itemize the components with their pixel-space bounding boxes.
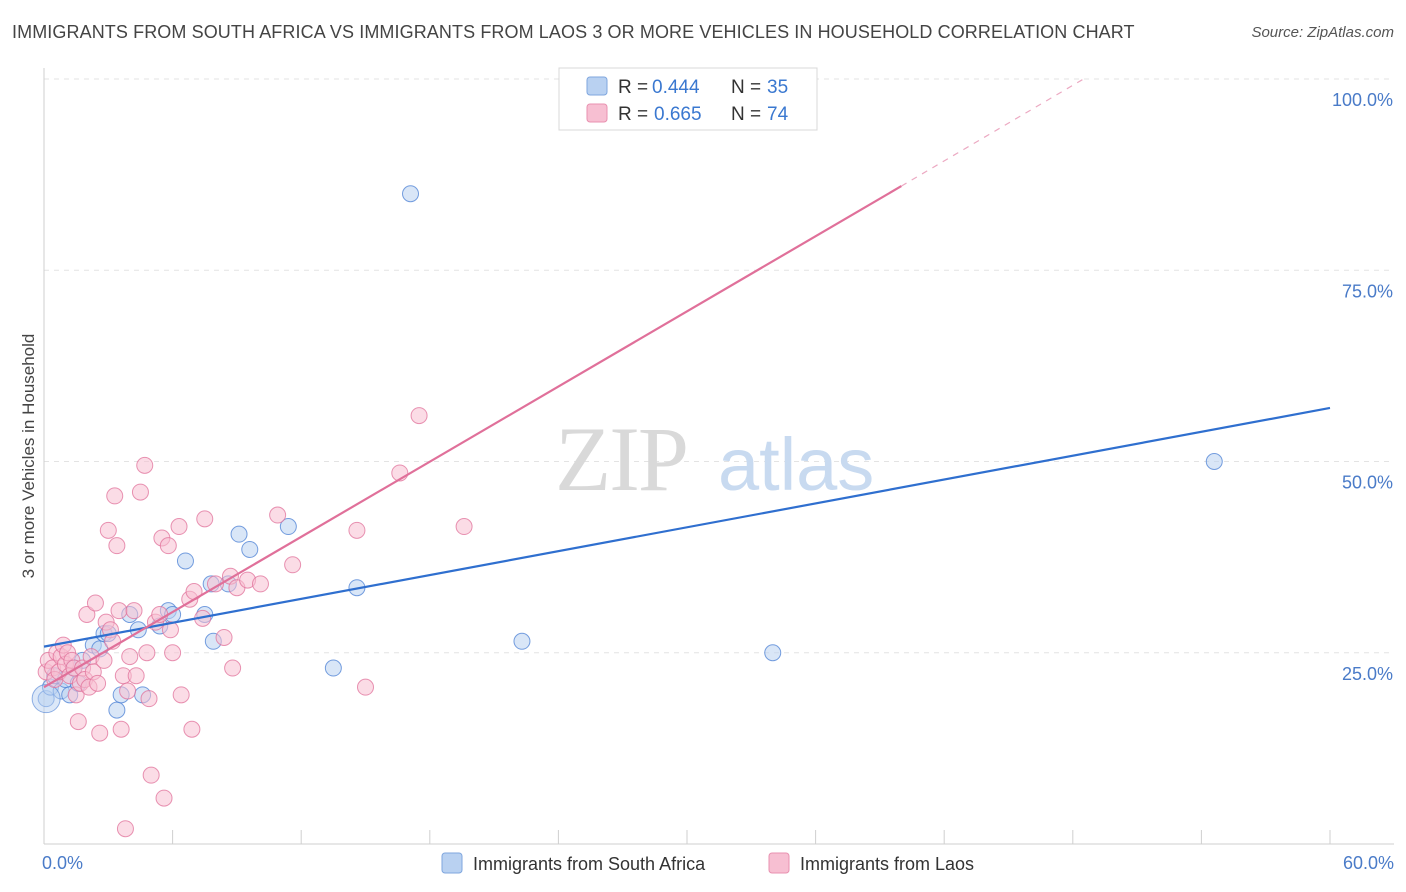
south-africa-point-29 xyxy=(324,659,342,677)
laos-point-71 xyxy=(410,407,428,425)
y-tick-label-75: 75.0% xyxy=(1342,281,1393,301)
laos-point-36 xyxy=(119,682,137,700)
laos-point-50 xyxy=(161,621,179,639)
laos-trend-line xyxy=(43,185,902,689)
legend-swatch-pink xyxy=(586,103,608,123)
laos-point-68 xyxy=(348,521,366,539)
laos-point-60 xyxy=(215,628,233,646)
bottom-legend-label-pink: Immigrants from Laos xyxy=(800,854,974,874)
laos-point-66 xyxy=(269,506,287,524)
laos-point-35 xyxy=(116,820,134,838)
y-tick-labels: 25.0% 50.0% 75.0% 100.0% xyxy=(1332,90,1393,684)
laos-point-72 xyxy=(455,518,473,536)
bottom-legend-swatch-blue xyxy=(441,852,463,874)
watermark-atlas: atlas xyxy=(718,423,874,506)
south-africa-point-21 xyxy=(176,552,194,570)
legend-swatch-blue xyxy=(586,76,608,96)
south-africa-point-26 xyxy=(230,525,248,543)
laos-point-52 xyxy=(170,518,188,536)
top-legend: R = 0.444 N = 35 R = 0.665 N = 74 xyxy=(558,67,818,131)
south-africa-point-27 xyxy=(241,540,259,558)
laos-point-41 xyxy=(136,456,154,474)
laos-point-32 xyxy=(110,602,128,620)
laos-point-18 xyxy=(78,606,96,623)
laos-point-14 xyxy=(69,713,87,731)
south-africa-trend-line xyxy=(43,406,1331,648)
south-africa-cluster-point xyxy=(31,684,61,714)
laos-point-23 xyxy=(89,674,107,692)
laos-point-55 xyxy=(183,720,201,738)
legend-n-label-blue: N = xyxy=(731,77,761,98)
legend-n-label-pink: N = xyxy=(731,104,761,125)
y-tick-label-50: 50.0% xyxy=(1342,473,1393,493)
legend-r-label-pink: R = xyxy=(618,104,648,125)
series-laos-points xyxy=(37,89,760,838)
gridlines xyxy=(44,78,1394,654)
south-africa-point-13 xyxy=(108,701,126,719)
legend-r-label-blue: R = xyxy=(618,77,648,98)
laos-point-24 xyxy=(91,724,109,742)
x-ticks xyxy=(172,830,1331,844)
chart-title: IMMIGRANTS FROM SOUTH AFRICA VS IMMIGRAN… xyxy=(12,22,1135,42)
x-tick-label-max: 60.0% xyxy=(1343,853,1394,873)
laos-point-37 xyxy=(121,648,139,666)
laos-point-31 xyxy=(108,537,126,555)
laos-point-38 xyxy=(125,602,143,620)
bottom-legend: Immigrants from South Africa Immigrants … xyxy=(441,852,974,874)
bottom-legend-label-blue: Immigrants from South Africa xyxy=(473,854,706,874)
laos-point-33 xyxy=(112,720,130,738)
laos-point-48 xyxy=(155,789,173,807)
laos-point-51 xyxy=(164,644,182,662)
laos-point-59 xyxy=(206,575,224,593)
laos-point-44 xyxy=(142,766,160,784)
bottom-legend-swatch-pink xyxy=(768,852,790,874)
south-africa-point-31 xyxy=(402,185,420,203)
legend-r-value-pink: 0.665 xyxy=(654,104,702,125)
laos-point-62 xyxy=(224,659,242,677)
laos-point-30 xyxy=(106,487,124,505)
laos-point-67 xyxy=(284,556,302,574)
laos-point-58 xyxy=(196,510,214,528)
y-tick-label-25: 25.0% xyxy=(1342,664,1393,684)
laos-point-53 xyxy=(172,686,190,704)
y-tick-label-100: 100.0% xyxy=(1332,90,1393,110)
legend-r-value-blue: 0.444 xyxy=(652,77,700,98)
laos-point-49 xyxy=(159,537,177,555)
legend-n-value-pink: 74 xyxy=(767,104,789,125)
south-africa-point-28 xyxy=(279,518,297,536)
axes xyxy=(43,68,1394,845)
legend-n-value-blue: 35 xyxy=(767,77,788,98)
south-africa-point-32 xyxy=(513,632,531,650)
south-africa-point-34 xyxy=(1205,453,1223,470)
laos-point-39 xyxy=(127,667,145,685)
x-tick-label-min: 0.0% xyxy=(42,853,83,873)
laos-point-40 xyxy=(131,483,149,501)
laos-point-42 xyxy=(138,644,156,662)
laos-point-43 xyxy=(140,690,158,708)
laos-trend-line-extension xyxy=(901,78,1084,187)
south-africa-point-33 xyxy=(764,644,782,662)
laos-point-22 xyxy=(86,594,104,612)
y-axis-label: 3 or more Vehicles in Household xyxy=(19,334,38,579)
trend-lines xyxy=(43,78,1331,689)
laos-point-69 xyxy=(357,678,374,696)
watermark-zip: ZIP xyxy=(555,408,687,510)
laos-point-27 xyxy=(99,521,117,539)
chart-source: Source: ZipAtlas.com xyxy=(1251,24,1394,41)
laos-point-65 xyxy=(251,575,269,593)
watermark: ZIP atlas xyxy=(555,408,874,510)
